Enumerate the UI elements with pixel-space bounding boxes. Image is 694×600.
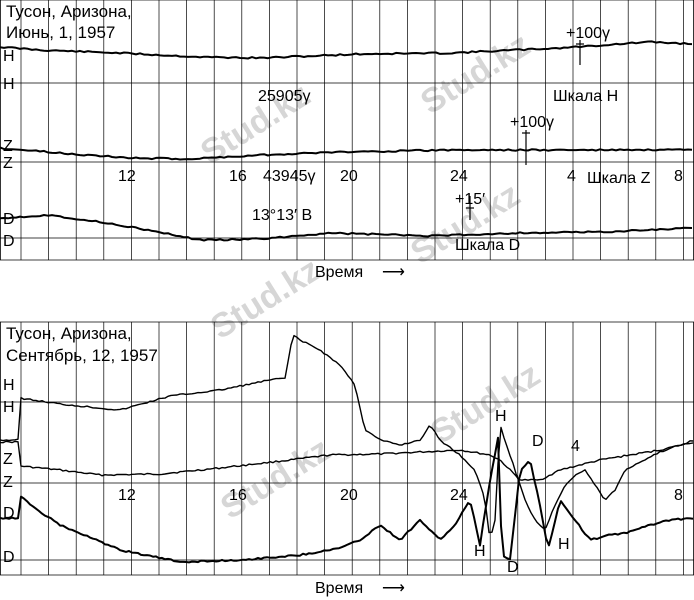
x-tick-label: 20 [340, 168, 358, 185]
x-tick-label: 16 [229, 487, 247, 504]
x-tick-label: 12 [118, 168, 136, 185]
curve-label-d: D [532, 433, 544, 450]
x-tick-label: 16 [229, 168, 247, 185]
d-base-value: 13°13′ В [252, 207, 312, 224]
series-d-trace [0, 436, 694, 564]
h-scale-value: +100γ [566, 25, 610, 42]
watermark-text: Stud.kz [414, 25, 537, 121]
h-base-value: 25905γ [258, 88, 311, 105]
x-tick-label: 12 [118, 487, 136, 504]
x-tick-label: 24 [450, 487, 468, 504]
baseline-label: Z [3, 138, 13, 155]
baseline-label: H [3, 399, 15, 416]
curve-label-d: D [507, 559, 519, 576]
x-tick-label: 8 [674, 168, 683, 185]
baseline-label: H [3, 48, 15, 65]
x-axis-arrow: ⟶ [382, 580, 405, 597]
h-scale-label: Шкала H [553, 88, 618, 105]
baseline-label: H [3, 76, 15, 93]
x-tick-label: 20 [340, 487, 358, 504]
curve-label-h: H [558, 536, 570, 553]
series-z-trace [0, 440, 694, 481]
curve-label-h: H [474, 543, 486, 560]
d-scale-label: Шкала D [455, 237, 520, 254]
watermark-text: Stud.kz [424, 355, 547, 451]
panel-title-line1: Тусон, Аризона, [6, 2, 132, 21]
x-axis-label: Время [315, 580, 363, 597]
series-d-trace [0, 214, 693, 242]
baseline-label: D [3, 211, 15, 228]
panel-title-line1: Тусон, Аризона, [6, 324, 132, 343]
baseline-label: D [3, 505, 15, 522]
series-h-trace [0, 334, 694, 534]
series-h-trace [0, 40, 693, 60]
baseline-label: D [3, 233, 15, 250]
grid-june [0, 0, 694, 261]
watermark-text: Stud.kz [214, 430, 337, 526]
baseline-label: Z [3, 155, 13, 172]
baseline-label: H [3, 377, 15, 394]
z-scale-label: Шкала Z [587, 170, 651, 187]
baseline-label: D [3, 549, 15, 566]
baseline-label: Z [3, 474, 13, 491]
curve-label-h: H [495, 408, 507, 425]
panel-title-line2: Сентябрь, 12, 1957 [6, 346, 158, 365]
panel-june: Тусон, Аризона, Июнь, 1, 1957 H H Z Z D … [0, 0, 694, 281]
x-tick-label: 8 [674, 487, 683, 504]
watermark-text: Stud.kz [404, 175, 527, 271]
x-tick-label: 24 [450, 168, 468, 185]
x-axis-label: Время [315, 264, 363, 281]
watermark-text: Stud.kz [204, 250, 327, 346]
panel-september: Тусон, Аризона, Сентябрь, 12, 1957 H H Z… [0, 321, 694, 597]
grid-september [0, 321, 694, 576]
curve-label-4: 4 [571, 438, 580, 455]
x-axis-arrow: ⟶ [382, 264, 405, 281]
series-z-trace [0, 146, 693, 161]
z-base-value: 43945γ [263, 168, 316, 185]
x-tick-label: 4 [567, 168, 576, 185]
panel-title-line2: Июнь, 1, 1957 [6, 23, 115, 42]
watermark-layer: Stud.kz Stud.kz Stud.kz Stud.kz Stud.kz … [194, 25, 547, 526]
baseline-label: Z [3, 451, 13, 468]
z-scale-value: +100γ [510, 114, 554, 131]
